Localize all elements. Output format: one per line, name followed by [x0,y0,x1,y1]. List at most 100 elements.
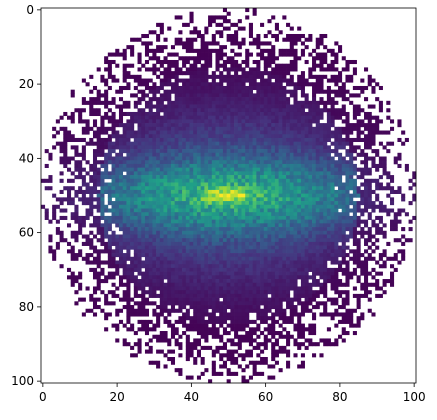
heatmap-cell [182,293,187,298]
heatmap-cell [312,282,317,287]
heatmap-cell [144,271,150,276]
heatmap-cell [349,275,354,280]
heatmap-cell [200,123,205,128]
heatmap-cell [208,104,213,109]
heatmap-cell [170,115,176,120]
heatmap-cell [211,253,216,258]
heatmap-cell [241,286,246,291]
heatmap-cell [126,137,131,143]
heatmap-cell [289,149,294,154]
heatmap-cell [100,163,105,168]
heatmap-cell [174,85,179,91]
heatmap-cell [174,282,179,287]
heatmap-cell [89,253,94,258]
heatmap-cell [115,234,120,239]
heatmap-cell [167,264,172,269]
heatmap-cell [66,134,72,139]
heatmap-cell [308,282,313,287]
heatmap-cell [219,230,224,235]
heatmap-cell [390,197,395,202]
heatmap-cell [178,130,183,135]
heatmap-cell [156,160,161,165]
heatmap-cell [234,178,239,183]
heatmap-cell [137,56,142,61]
heatmap-cell [338,48,343,53]
heatmap-cell [356,186,361,191]
heatmap-cell [204,56,209,61]
heatmap-cell [382,264,387,269]
heatmap-cell [185,223,190,228]
heatmap-cell [234,290,239,295]
heatmap-cell [170,271,176,276]
heatmap-cell [315,145,320,150]
heatmap-cell [208,85,213,91]
heatmap-cell [156,238,161,243]
heatmap-cell [326,48,331,53]
heatmap-cell [278,256,283,261]
heatmap-cell [111,119,116,124]
heatmap-cell [260,223,265,228]
heatmap-cell [375,286,380,291]
heatmap-cell [163,78,168,83]
heatmap-cell [341,223,346,228]
heatmap-cell [211,37,216,42]
heatmap-cell [189,160,194,165]
heatmap-cell [226,108,231,113]
heatmap-cell [96,97,101,102]
heatmap-cell [241,104,246,109]
heatmap-cell [230,78,235,83]
heatmap-cell [163,167,168,172]
heatmap-cell [234,282,239,287]
heatmap-cell [78,189,83,194]
heatmap-cell [289,37,294,42]
heatmap-cell [215,286,220,291]
heatmap-cell [260,115,265,120]
heatmap-cell [219,234,224,239]
heatmap-cell [174,253,179,258]
heatmap-cell [252,290,257,295]
heatmap-cell [130,193,135,198]
heatmap-cell [107,241,112,246]
heatmap-cell [271,59,276,65]
heatmap-cell [163,45,168,50]
heatmap-cell [204,145,209,150]
heatmap-cell [312,260,317,265]
heatmap-cell [304,197,309,202]
heatmap-cell [308,256,313,261]
heatmap-cell [222,130,227,135]
heatmap-cell [364,97,369,102]
heatmap-cell [286,167,291,172]
heatmap-cell [230,59,235,65]
heatmap-cell [274,137,279,143]
heatmap-cell [248,178,253,183]
heatmap-cell [330,186,335,191]
heatmap-cell [263,156,268,161]
heatmap-cell [159,208,164,213]
heatmap-cell [293,137,298,143]
heatmap-cell [222,126,227,131]
heatmap-cell [397,212,402,217]
heatmap-cell [364,238,369,243]
heatmap-cell [156,115,161,120]
heatmap-cell [300,256,305,261]
heatmap-cell [152,290,157,295]
heatmap-cell [137,145,142,150]
heatmap-cell [170,282,176,287]
heatmap-cell [293,59,298,65]
heatmap-cell [222,19,227,24]
heatmap-cell [364,123,369,128]
heatmap-cell [319,175,324,180]
heatmap-cell [323,108,328,113]
heatmap-cell [241,227,246,232]
heatmap-cell [267,52,272,57]
heatmap-cell [59,208,64,213]
heatmap-cell [170,186,176,191]
heatmap-cell [252,160,257,165]
heatmap-cell [152,156,157,161]
heatmap-cell [104,293,109,298]
heatmap-cell [126,249,131,254]
heatmap-cell [156,45,161,50]
heatmap-cell [85,182,90,187]
heatmap-cell [297,182,302,187]
heatmap-cell [196,97,201,102]
